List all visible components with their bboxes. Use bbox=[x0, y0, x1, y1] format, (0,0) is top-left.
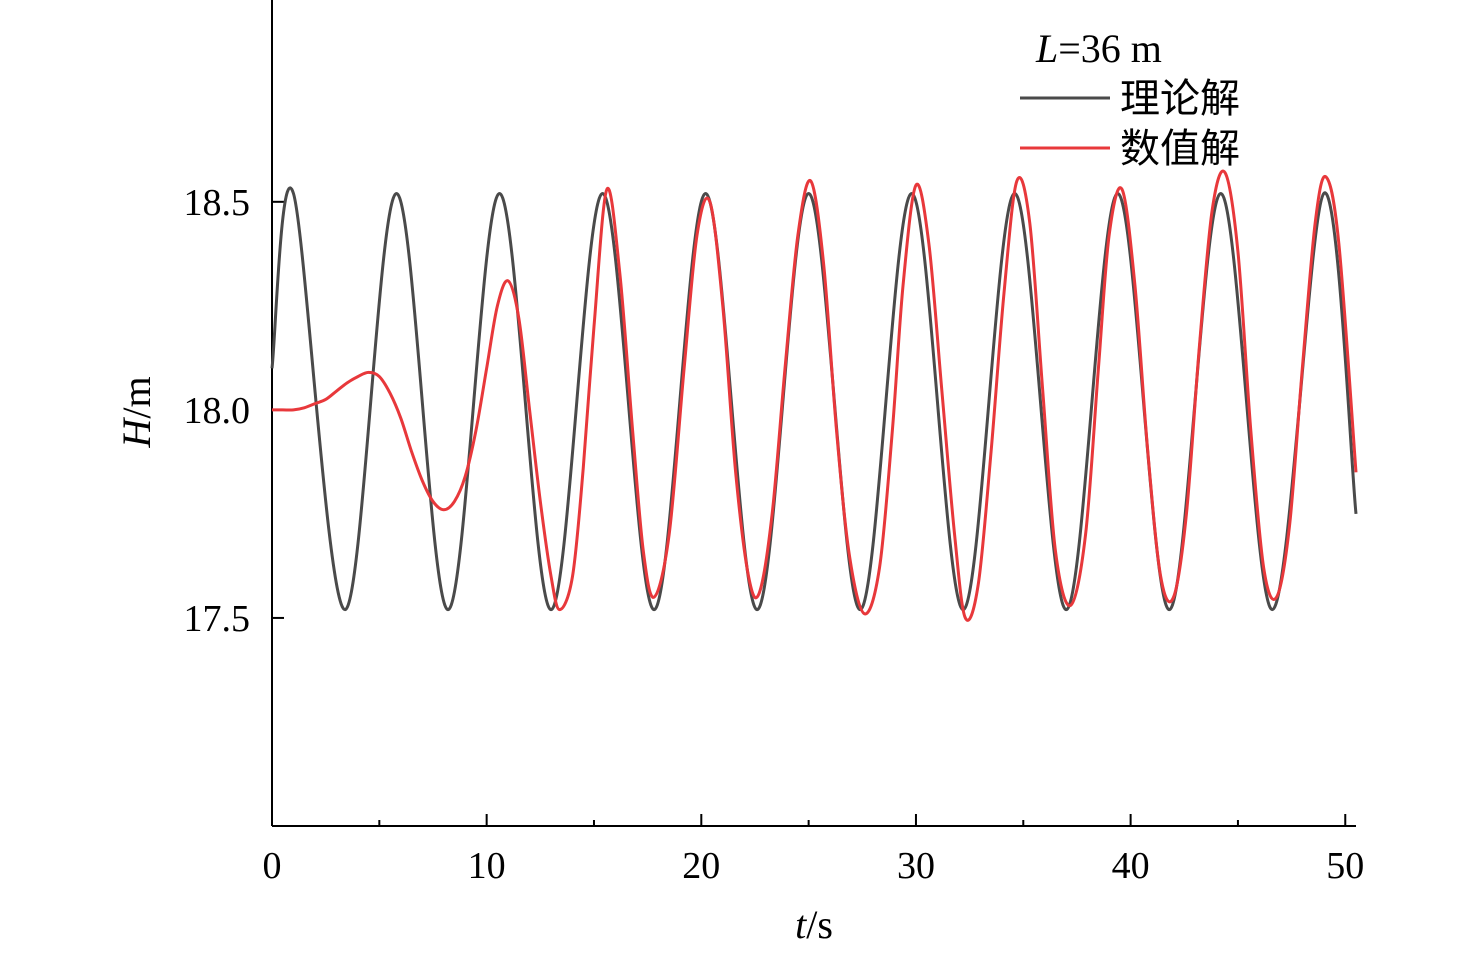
y-ticks: 17.5 18.0 18.5 bbox=[184, 182, 284, 640]
x-tick-label: 30 bbox=[897, 845, 935, 887]
y-axis-title: H/m bbox=[114, 376, 159, 448]
series-layer bbox=[270, 169, 1358, 622]
legend-label-numeric: 数值解 bbox=[1120, 126, 1240, 172]
legend-label-theory: 理论解 bbox=[1120, 76, 1240, 122]
series-line-theory bbox=[270, 186, 1358, 612]
y-tick-label: 17.5 bbox=[184, 598, 251, 640]
legend: L=36 m 理论解 数值解 bbox=[1020, 26, 1240, 172]
y-tick-label: 18.5 bbox=[184, 182, 251, 224]
plot-frame bbox=[271, 0, 1356, 827]
y-tick-label: 18.0 bbox=[184, 390, 251, 432]
series-line-numeric bbox=[272, 169, 1358, 622]
x-ticks: 0 10 20 30 40 50 bbox=[263, 814, 1364, 887]
x-tick-label: 10 bbox=[468, 845, 506, 887]
x-axis-title: t/s bbox=[795, 902, 833, 947]
x-tick-label: 50 bbox=[1326, 845, 1364, 887]
x-tick-label: 40 bbox=[1112, 845, 1150, 887]
x-tick-label: 20 bbox=[682, 845, 720, 887]
x-tick-label: 0 bbox=[263, 845, 282, 887]
legend-annotation: L=36 m bbox=[1035, 26, 1162, 71]
